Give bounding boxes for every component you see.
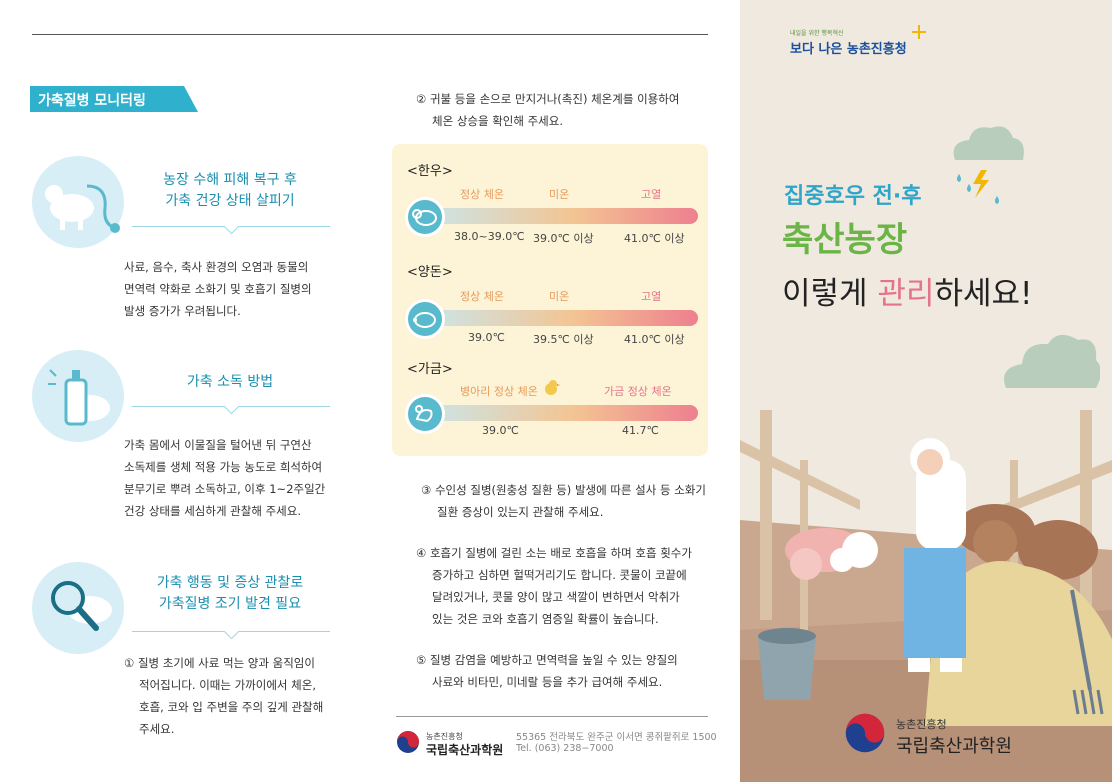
underline-notch	[223, 218, 240, 235]
cat-normal: 정상 체온	[460, 290, 504, 303]
rda-logo: 보다 나은 농촌진흥청	[790, 42, 907, 57]
cover-org: 국립축산과학원	[896, 736, 1012, 757]
yangdon-label: <양돈>	[407, 265, 453, 280]
val-mild: 39.5℃ 이상	[533, 333, 594, 346]
footer-address: 55365 전라북도 완주군 이서면 콩쥐팥쥐로 1500	[516, 732, 717, 743]
taegeuk-logo-icon	[396, 730, 420, 758]
cat-chick-normal: 병아리 정상 체온	[460, 385, 538, 398]
temperature-panel	[392, 144, 708, 456]
item2-text: ② 귀불 등을 손으로 만지거나(촉진) 체온계를 이용하여 체온 상승을 확인…	[416, 92, 680, 128]
cow-stethoscope-icon	[32, 156, 124, 248]
barn-illustration	[740, 400, 1112, 782]
val-fever: 41.0℃ 이상	[624, 232, 685, 245]
cat-mild: 미온	[549, 188, 570, 201]
cover-title: 축산농장	[782, 220, 908, 260]
hanwoo-label: <한우>	[407, 164, 453, 179]
cat-mild: 미온	[549, 290, 570, 303]
chicken-icon	[405, 394, 445, 434]
item3-text: ③ 수인성 질병(원충성 질환 등) 발생에 따른 설사 등 소화기 질환 증상…	[421, 483, 706, 519]
cat-normal: 정상 체온	[460, 188, 504, 201]
section-tag: 가축질병 모니터링	[30, 86, 198, 112]
temp-bar	[420, 310, 698, 326]
footer-org: 국립축산과학원	[426, 743, 504, 757]
section3-title: 가축 행동 및 증상 관찰로 가축질병 조기 발견 필요	[156, 575, 304, 612]
footer-rule	[396, 716, 708, 717]
val-poultry: 41.7℃	[622, 424, 659, 437]
taegeuk-logo-icon	[844, 712, 886, 758]
cat-fever: 고열	[641, 188, 662, 201]
val-normal: 38.0~39.0℃	[454, 230, 525, 243]
rain-cloud-icon	[945, 118, 1025, 217]
plus-logo-icon	[912, 24, 926, 39]
underline-notch	[223, 398, 240, 415]
footer-org-small: 농촌진흥청	[426, 732, 463, 741]
section1-title: 농장 수해 피해 복구 후 가축 건강 상태 살피기	[163, 172, 297, 209]
cover-org-small: 농촌진흥청	[896, 718, 947, 731]
temp-bar	[420, 208, 698, 224]
cover-subtitle: 집중호우 전·후	[784, 184, 922, 209]
pig-icon	[405, 299, 445, 339]
val-mild: 39.0℃ 이상	[533, 232, 594, 245]
cow-icon	[405, 197, 445, 237]
cover-panel: 내일을 위한 행복혁신 보다 나은 농촌진흥청 집중호우 전·후 축산농장 이렇…	[740, 0, 1112, 782]
cloud-icon	[1000, 330, 1101, 394]
logo-sub: 내일을 위한 행복혁신	[790, 30, 844, 37]
sprayer-icon	[32, 350, 124, 442]
gageum-label: <가금>	[407, 362, 453, 377]
underline-notch	[223, 623, 240, 640]
section2-title: 가축 소독 방법	[186, 374, 274, 390]
top-rule	[32, 34, 708, 35]
item4-text: ④ 호흡기 질병에 걸린 소는 배로 호흡을 하며 호흡 횟수가 증가하고 심하…	[416, 546, 692, 626]
footer-tel: Tel. (063) 238−7000	[516, 743, 614, 754]
item1-text: ① 질병 초기에 사료 먹는 양과 움직임이 적어집니다. 이때는 가까이에서 …	[124, 656, 324, 736]
temp-bar	[420, 405, 698, 421]
item5-text: ⑤ 질병 감염을 예방하고 면역력을 높일 수 있는 양질의 사료와 비타민, …	[416, 653, 678, 689]
magnifier-icon	[32, 562, 124, 654]
cat-poultry-normal: 가금 정상 체온	[604, 385, 672, 398]
section2-text: 가축 몸에서 이물질을 털어낸 뒤 구연산 소독제를 생체 적용 가능 농도로 희…	[124, 438, 326, 518]
cover-slogan: 이렇게 관리하세요!	[782, 276, 1033, 312]
val-chick: 39.0℃	[482, 424, 519, 437]
val-normal: 39.0℃	[468, 331, 505, 344]
val-fever: 41.0℃ 이상	[624, 333, 685, 346]
chick-icon	[542, 379, 560, 401]
section1-text: 사료, 음수, 축사 환경의 오염과 동물의 면역력 약화로 소화기 및 호흡기 …	[124, 260, 312, 318]
cat-fever: 고열	[641, 290, 662, 303]
